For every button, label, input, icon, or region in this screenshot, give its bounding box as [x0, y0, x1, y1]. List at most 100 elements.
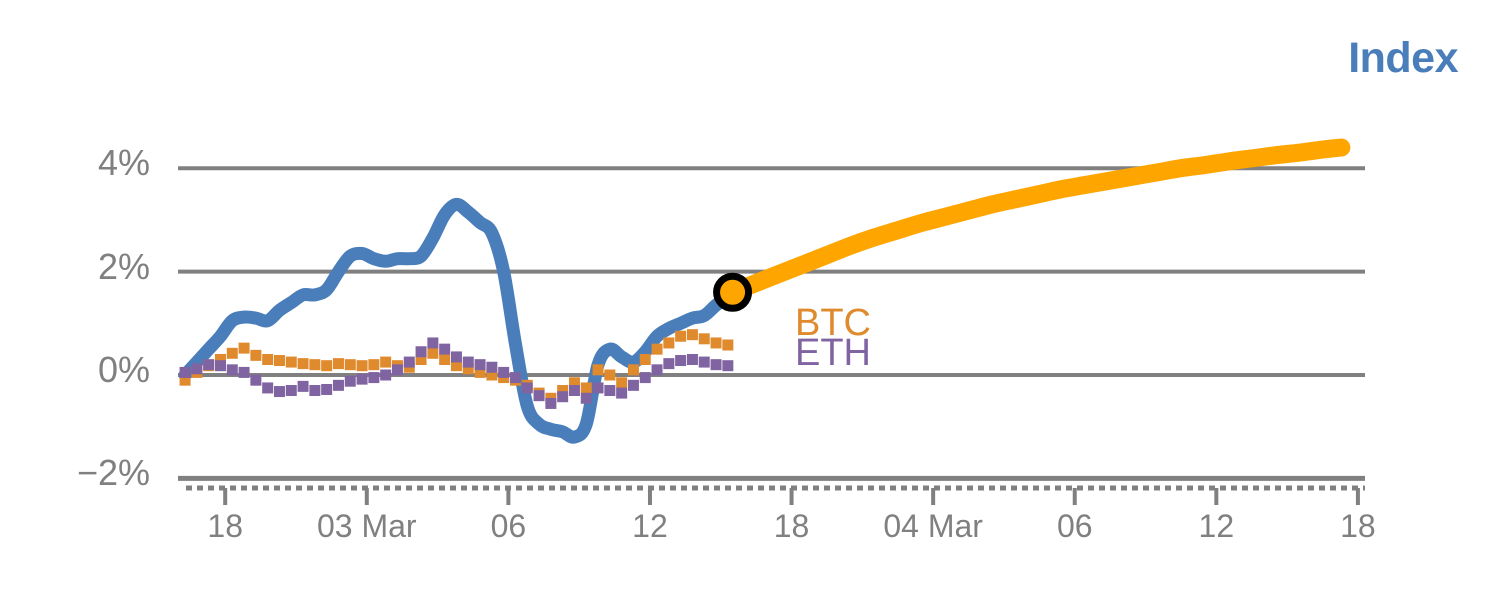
series-marker: [285, 356, 297, 368]
series-eth: [179, 337, 734, 409]
series-marker: [380, 356, 392, 368]
series-line-forecast: [723, 138, 1351, 302]
eth-label: ETH: [795, 332, 871, 374]
series-marker: [651, 343, 663, 355]
series-marker: [568, 385, 580, 397]
x-axis-tick-label: 18: [773, 508, 810, 544]
series-marker: [486, 369, 498, 381]
chart-annotations: [713, 272, 753, 312]
series-marker: [663, 358, 675, 370]
gridlines: [178, 166, 1365, 481]
series-marker: [498, 366, 510, 378]
series-marker: [557, 391, 569, 403]
x-axis-tick-label: 06: [490, 508, 527, 544]
series-marker: [486, 361, 498, 373]
series-marker: [356, 373, 368, 385]
series-marker: [592, 364, 604, 376]
series-marker: [675, 330, 687, 342]
series-marker: [415, 353, 427, 365]
series-marker: [627, 379, 639, 391]
y-axis-tick-label: −2%: [76, 452, 150, 494]
series-marker: [698, 333, 710, 345]
x-axis-tick-label: 18: [1340, 508, 1376, 544]
x-axis-tick-label: 12: [632, 508, 668, 544]
series-marker: [533, 390, 545, 402]
series-marker: [698, 356, 710, 368]
series-marker: [250, 374, 262, 386]
series-marker: [722, 360, 734, 372]
series-marker: [651, 364, 663, 376]
series-marker: [203, 359, 215, 371]
series-marker: [663, 337, 675, 349]
series-marker: [722, 339, 734, 351]
x-axis-tick-label: 18: [207, 508, 243, 544]
series-marker: [521, 382, 533, 394]
series-marker: [262, 353, 274, 365]
series-marker: [686, 353, 698, 365]
series-marker: [710, 337, 722, 349]
series-marker: [639, 372, 651, 384]
series-marker: [450, 351, 462, 363]
series-marker: [297, 380, 309, 392]
series-marker: [604, 369, 616, 381]
series-marker: [580, 392, 592, 404]
series-marker: [356, 360, 368, 372]
series-marker: [344, 359, 356, 371]
x-axis-tick-label: 04 Mar: [883, 508, 983, 544]
series-marker: [179, 374, 191, 386]
series-marker: [285, 385, 297, 397]
series-marker: [509, 372, 521, 384]
series-marker: [403, 356, 415, 368]
series-marker: [686, 329, 698, 341]
btc-label: BTC: [795, 302, 871, 344]
series-marker: [380, 369, 392, 381]
series-marker: [439, 343, 451, 355]
series-marker: [627, 364, 639, 376]
x-axis-tick-label: 03 Mar: [316, 508, 417, 544]
series-line-index: [178, 197, 740, 444]
series-marker: [616, 387, 628, 399]
series-marker: [439, 353, 451, 365]
series-marker: [474, 359, 486, 371]
series-marker: [297, 358, 309, 370]
series-marker: [191, 363, 203, 375]
x-axis-tick-label: 12: [1198, 508, 1235, 544]
series-marker: [214, 360, 226, 372]
series-marker: [250, 349, 262, 361]
series-marker: [474, 366, 486, 378]
axis-ticks: [186, 485, 1365, 505]
series-marker: [557, 385, 569, 397]
series-marker: [238, 342, 250, 354]
series-marker: [616, 377, 628, 389]
y-axis-tick-label: 4%: [97, 142, 150, 184]
series-marker: [450, 360, 462, 372]
series-marker: [568, 377, 580, 389]
series-marker: [344, 375, 356, 387]
series-marker: [321, 383, 333, 395]
series-marker: [580, 382, 592, 394]
series-marker: [262, 382, 274, 394]
series-marker: [462, 356, 474, 368]
series-marker: [545, 397, 557, 409]
series-marker: [592, 382, 604, 394]
series-marker: [415, 346, 427, 358]
series-marker: [427, 347, 439, 359]
y-axis-tick-label: 2%: [97, 245, 150, 287]
series-marker: [309, 359, 321, 371]
series-marker: [214, 353, 226, 365]
forecast-start-marker[interactable]: [713, 272, 753, 312]
series-marker: [332, 358, 344, 370]
series-marker: [179, 366, 191, 378]
series-marker: [226, 347, 238, 359]
series-marker: [368, 359, 380, 371]
series-marker: [391, 364, 403, 376]
series-marker: [427, 337, 439, 349]
series-marker: [462, 363, 474, 375]
y-axis-tick-label: 0%: [97, 349, 150, 390]
series-marker: [639, 353, 651, 365]
x-axis-tick-label: 06: [1056, 508, 1093, 544]
series-marker: [710, 359, 722, 371]
series-marker: [273, 355, 285, 367]
series-marker: [226, 364, 238, 376]
